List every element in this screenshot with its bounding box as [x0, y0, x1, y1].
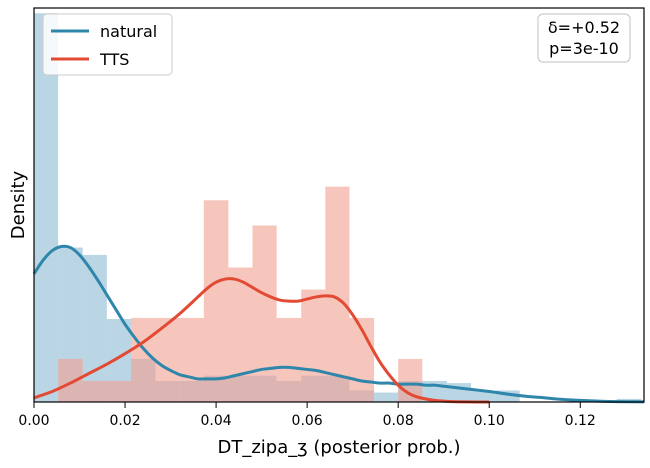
- kde-line-tts: [33, 277, 490, 404]
- hist-bar-tts: [179, 317, 204, 402]
- hist-bar-tts: [301, 289, 326, 402]
- hist-bar-natural: [82, 254, 107, 402]
- x-tick-label: 0.00: [18, 413, 49, 429]
- legend-label-natural: natural: [100, 22, 157, 41]
- hist-bar-natural: [471, 390, 496, 402]
- hist-bar-tts: [58, 358, 83, 402]
- hist-bar-tts: [82, 380, 107, 402]
- x-axis-label: DT_zipa_ʒ (posterior prob.): [218, 437, 461, 458]
- x-axis-ticks: 0.00 0.02 0.04 0.06 0.08 0.10 0.12: [18, 402, 596, 429]
- hist-bar-natural: [374, 392, 399, 402]
- hist-bar-tts: [130, 317, 156, 402]
- x-tick-label: 0.10: [474, 413, 505, 429]
- x-tick-label: 0.12: [565, 413, 596, 429]
- kde-line-natural: [32, 244, 645, 404]
- hist-bar-tts: [325, 186, 350, 402]
- hist-bar-tts: [106, 380, 131, 402]
- annotation-box: [537, 13, 631, 63]
- hist-bar-tts: [252, 225, 277, 402]
- stats-annotation: δ=+0.52 p=3e-10: [537, 13, 631, 63]
- plot-frame: [33, 7, 645, 403]
- hist-bar-tts: [203, 200, 229, 402]
- legend: natural TTS: [42, 13, 173, 76]
- x-tick-label: 0.08: [383, 413, 414, 429]
- x-tick-label: 0.04: [201, 413, 232, 429]
- hist-bar-tts: [228, 267, 253, 402]
- legend-label-tts: TTS: [99, 50, 129, 69]
- x-tick-label: 0.02: [109, 413, 140, 429]
- density-curves: [32, 244, 645, 404]
- x-tick-label: 0.06: [292, 413, 323, 429]
- y-axis-label: Density: [8, 170, 29, 239]
- annotation-delta: δ=+0.52: [548, 18, 620, 37]
- hist-bar-natural: [34, 13, 59, 403]
- annotation-pvalue: p=3e-10: [549, 39, 619, 58]
- hist-bar-tts: [155, 317, 180, 402]
- hist-bar-tts: [276, 317, 302, 402]
- hist-bar-natural: [495, 390, 520, 402]
